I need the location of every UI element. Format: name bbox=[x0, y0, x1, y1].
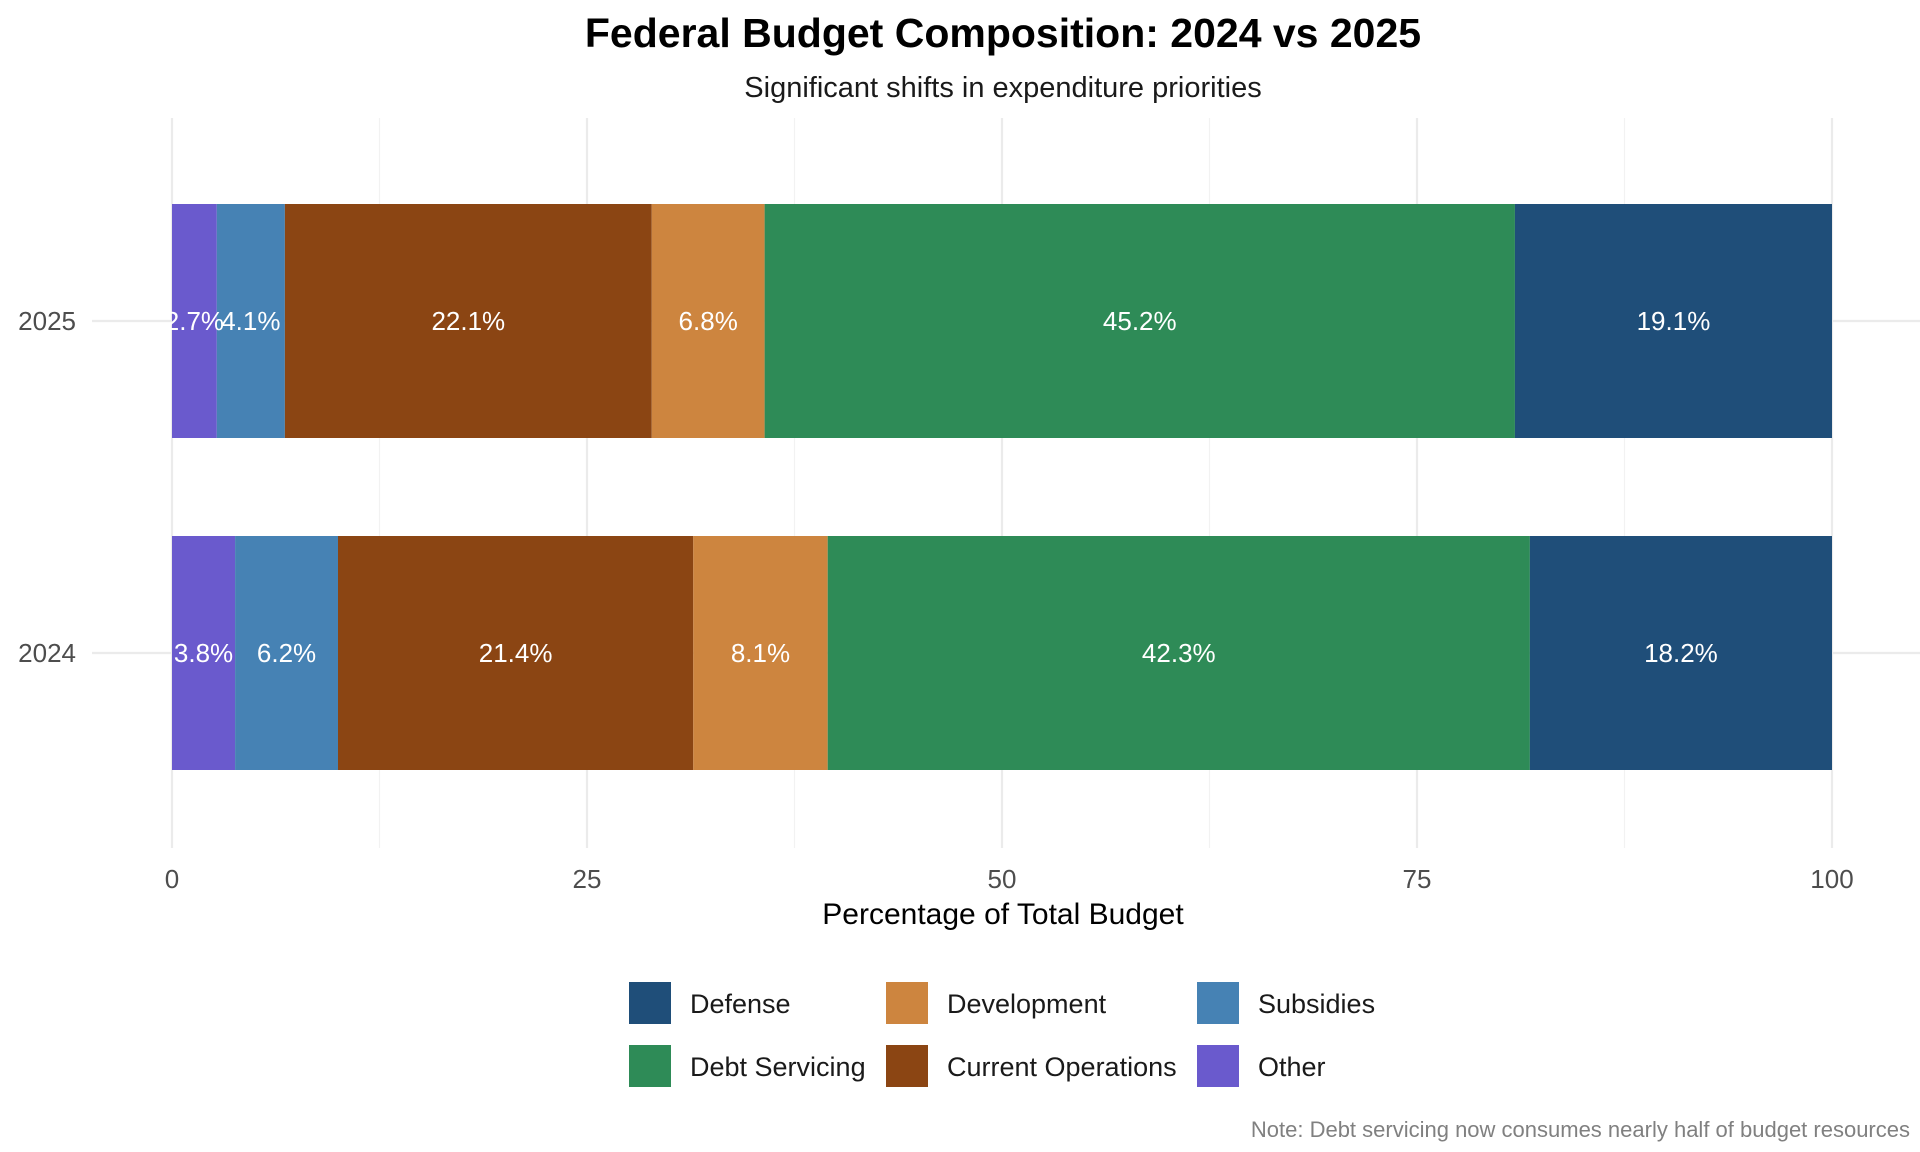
legend-label-debt-servicing: Debt Servicing bbox=[690, 1052, 866, 1082]
bar-debt-servicing-2025 bbox=[764, 204, 1515, 438]
bar-other-2025 bbox=[172, 204, 217, 438]
data-label-debt-servicing-2025: 45.2% bbox=[1103, 306, 1177, 336]
legend-label-other: Other bbox=[1258, 1052, 1326, 1082]
x-tick-label: 100 bbox=[1810, 864, 1853, 894]
legend-swatch-debt-servicing bbox=[629, 1045, 671, 1087]
legend: Defense Development Subsidies Debt Servicin… bbox=[629, 982, 1375, 1087]
bar-defense-2024 bbox=[1529, 536, 1832, 770]
data-label-other-2024: 3.8% bbox=[174, 638, 233, 668]
x-axis-title: Percentage of Total Budget bbox=[822, 898, 1184, 931]
x-tick-label: 50 bbox=[988, 864, 1017, 894]
chart-title: Federal Budget Composition: 2024 vs 2025 bbox=[585, 10, 1421, 56]
bar-development-2025 bbox=[651, 204, 765, 438]
bar-current-operations-2025 bbox=[284, 204, 652, 438]
bar-subsidies-2024 bbox=[235, 536, 338, 770]
legend-swatch-subsidies bbox=[1197, 982, 1239, 1024]
legend-label-subsidies: Subsidies bbox=[1258, 989, 1375, 1019]
bars-layer bbox=[172, 204, 1832, 770]
data-label-other-2025: 2.7% bbox=[165, 306, 224, 336]
bar-labels-layer: 2.7%4.1% 22.1% 6.8% 45.2% 19.1% 3.8% 6.2% 21.4%… bbox=[165, 306, 1718, 668]
y-tick-label-2025: 2025 bbox=[18, 306, 76, 336]
bar-debt-servicing-2024 bbox=[827, 536, 1530, 770]
y-tick-label-2024: 2024 bbox=[18, 638, 76, 668]
legend-swatch-current-operations bbox=[886, 1045, 928, 1087]
chart-caption: Note: Debt servicing now consumes nearly… bbox=[1251, 1117, 1910, 1142]
bar-development-2024 bbox=[693, 536, 828, 770]
data-label-development-2025: 6.8% bbox=[679, 306, 738, 336]
bar-defense-2025 bbox=[1514, 204, 1832, 438]
x-tick-label: 25 bbox=[573, 864, 602, 894]
data-label-defense-2025: 19.1% bbox=[1637, 306, 1711, 336]
legend-swatch-other bbox=[1197, 1045, 1239, 1087]
data-label-debt-servicing-2024: 42.3% bbox=[1142, 638, 1216, 668]
bar-current-operations-2024 bbox=[338, 536, 694, 770]
x-tick-label: 75 bbox=[1403, 864, 1432, 894]
legend-swatch-defense bbox=[629, 982, 671, 1024]
legend-label-defense: Defense bbox=[690, 989, 791, 1019]
bar-other-2024 bbox=[172, 536, 236, 770]
data-label-current-operations-2025: 22.1% bbox=[431, 306, 505, 336]
data-label-current-operations-2024: 21.4% bbox=[479, 638, 553, 668]
data-label-subsidies-2025: 4.1% bbox=[221, 306, 280, 336]
data-label-development-2024: 8.1% bbox=[731, 638, 790, 668]
chart-subtitle: Significant shifts in expenditure priori… bbox=[744, 72, 1261, 104]
data-label-subsidies-2024: 6.2% bbox=[257, 638, 316, 668]
x-tick-label: 0 bbox=[165, 864, 179, 894]
legend-swatch-development bbox=[886, 982, 928, 1024]
data-label-defense-2024: 18.2% bbox=[1644, 638, 1718, 668]
legend-label-development: Development bbox=[947, 989, 1107, 1019]
legend-label-current-operations: Current Operations bbox=[947, 1052, 1177, 1082]
axes-layer: 0 25 50 75 100 2025 2024 bbox=[18, 306, 1854, 894]
bar-subsidies-2025 bbox=[216, 204, 285, 438]
